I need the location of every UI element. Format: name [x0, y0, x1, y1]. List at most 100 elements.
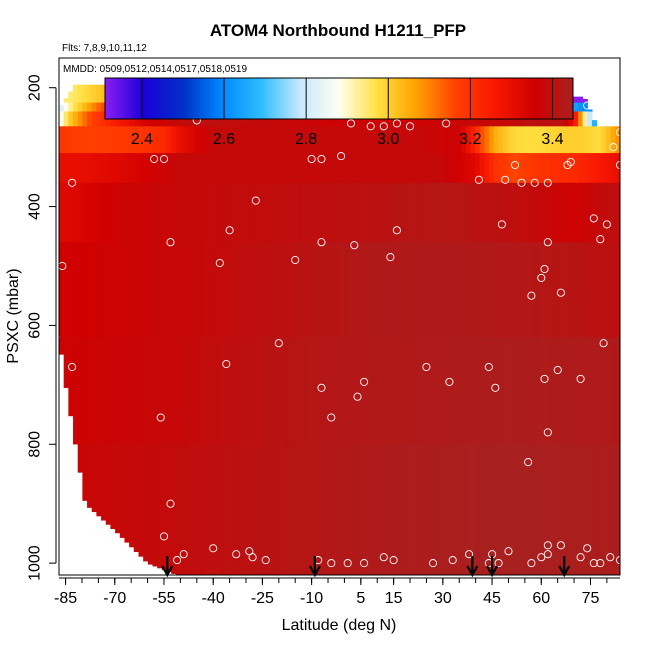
- heatmap-cell: [73, 153, 79, 184]
- heatmap-cell: [409, 444, 415, 575]
- heatmap-cell: [236, 337, 242, 445]
- heatmap-cell: [437, 153, 443, 184]
- heatmap-cell: [255, 182, 261, 243]
- heatmap-cell: [521, 337, 528, 445]
- heatmap-cell: [498, 337, 504, 445]
- heatmap-cell: [87, 126, 93, 154]
- heatmap-cell: [199, 153, 205, 184]
- heatmap-cell: [610, 153, 616, 184]
- sample-point: [484, 362, 493, 372]
- heatmap-cell: [297, 242, 303, 338]
- heatmap-cell: [605, 444, 612, 575]
- sample-point: [215, 258, 224, 268]
- heatmap-cell: [465, 153, 472, 184]
- heatmap-cell: [292, 182, 299, 243]
- heatmap-cell: [489, 126, 495, 154]
- heatmap-cell: [461, 182, 467, 243]
- heatmap-cell: [325, 126, 331, 154]
- heatmap-cell: [568, 242, 574, 338]
- heatmap-cell: [400, 182, 406, 243]
- sample-point: [602, 220, 611, 229]
- heatmap-cell: [517, 242, 523, 338]
- heatmap-cell: [115, 153, 121, 184]
- heatmap-cell: [222, 337, 228, 445]
- heatmap-cell: [320, 126, 327, 154]
- heatmap-cell: [269, 126, 275, 154]
- heatmap-cell: [110, 126, 116, 154]
- heatmap-cell: [157, 444, 163, 569]
- heatmap-cell: [213, 242, 219, 338]
- heatmap-cell: [531, 337, 537, 445]
- heatmap-cell: [161, 444, 168, 571]
- heatmap-cell: [227, 182, 233, 243]
- heatmap-cell: [161, 242, 168, 338]
- heatmap-cell: [77, 444, 83, 473]
- heatmap-cell: [115, 126, 121, 154]
- heatmap-cell: [372, 182, 378, 243]
- heatmap-cell: [124, 182, 130, 243]
- heatmap-cell: [372, 242, 378, 338]
- heatmap-cell: [587, 182, 593, 243]
- heatmap-cell: [344, 337, 350, 445]
- heatmap-cell: [437, 337, 443, 445]
- sample-point: [337, 152, 346, 161]
- x-tick-label: 60: [532, 590, 550, 607]
- heatmap-cell: [157, 126, 163, 154]
- heatmap-cell: [400, 444, 406, 575]
- sample-point: [389, 556, 398, 565]
- heatmap-cell: [428, 182, 434, 243]
- sample-point: [166, 238, 175, 247]
- heatmap-cell: [129, 126, 135, 154]
- heatmap-cell: [470, 337, 476, 445]
- heatmap-cell: [199, 242, 205, 338]
- heatmap-cell: [470, 242, 476, 338]
- heatmap-cell: [330, 126, 336, 154]
- heatmap-cell: [531, 444, 537, 575]
- heatmap-cell: [96, 102, 102, 112]
- heatmap-cell: [549, 153, 556, 184]
- heatmap-cell: [358, 242, 364, 338]
- heatmap-cell: [227, 444, 233, 575]
- heatmap-cell: [255, 126, 261, 154]
- heatmap-cell: [288, 126, 294, 154]
- heatmap-cell: [110, 242, 116, 338]
- heatmap-cell: [180, 153, 186, 184]
- sample-point: [59, 261, 67, 271]
- heatmap-cell: [582, 337, 588, 445]
- heatmap-cell: [115, 444, 121, 534]
- sample-point: [540, 374, 549, 383]
- heatmap-cell: [573, 126, 579, 154]
- heatmap-cell: [554, 126, 560, 154]
- heatmap-cell: [152, 126, 158, 154]
- heatmap-cell: [152, 444, 158, 567]
- heatmap-cell: [115, 242, 121, 338]
- sample-point: [379, 122, 388, 131]
- heatmap-cell: [376, 182, 383, 243]
- heatmap-cell: [63, 337, 69, 388]
- heatmap-cell: [475, 182, 481, 243]
- sample-point: [615, 556, 620, 565]
- heatmap-cell: [185, 242, 191, 338]
- heatmap-cell: [138, 337, 144, 445]
- heatmap-cell: [227, 242, 233, 338]
- heatmap-cell: [587, 242, 593, 338]
- x-tick-label: -10: [300, 590, 323, 607]
- heatmap-cell: [545, 337, 551, 445]
- heatmap-cell: [512, 126, 518, 154]
- x-tick-label: 75: [582, 590, 600, 607]
- heatmap-cell: [147, 126, 154, 154]
- heatmap-cell: [87, 102, 93, 112]
- heatmap-cell: [390, 444, 397, 575]
- heatmap-cell: [119, 126, 126, 154]
- heatmap-cell: [479, 126, 486, 154]
- heatmap-cell: [292, 126, 299, 154]
- heatmap-cell: [189, 337, 196, 445]
- heatmap-cell: [535, 242, 542, 338]
- heatmap-cell: [292, 444, 299, 575]
- sample-point: [350, 241, 359, 250]
- sample-point: [248, 553, 257, 562]
- heatmap-cell: [231, 126, 238, 154]
- heatmap-cell: [199, 182, 205, 243]
- heatmap-cell: [498, 242, 504, 338]
- heatmap-cell: [175, 153, 182, 184]
